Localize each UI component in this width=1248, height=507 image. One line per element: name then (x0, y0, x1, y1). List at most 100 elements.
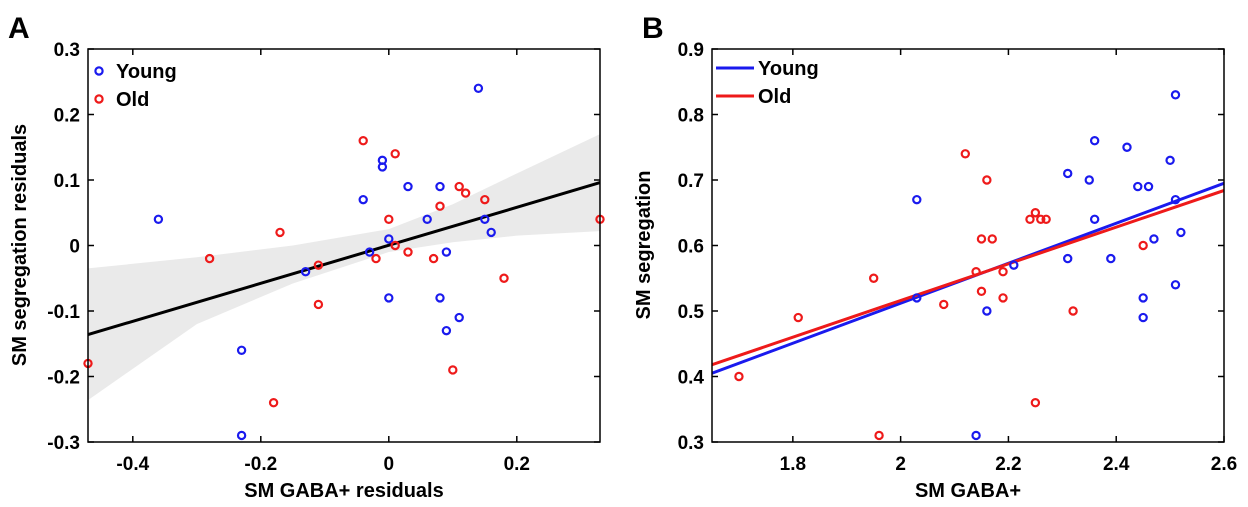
panel-a-x-tick-label: -0.4 (116, 454, 149, 475)
panel-b: B 1.8 2 2.2 2.4 2.6 0.3 0.4 0.5 0.6 0.7 0.8 0.9 SM… (633, 12, 1237, 502)
panel-b-legend: Young Old (716, 58, 819, 108)
panel-b-point-old (998, 267, 1008, 277)
panel-b-legend-old-label: Old (758, 86, 791, 108)
panel-a-x-tick-label: 0 (384, 454, 395, 475)
panel-b-point-old (793, 312, 803, 323)
panel-a-x-tick-label: 0.2 (504, 454, 530, 475)
panel-b-point-young (1089, 135, 1100, 146)
panel-a-point-young (300, 267, 311, 277)
panel-b-point-young (912, 194, 922, 205)
panel-a-y-tick-label: 0 (69, 237, 80, 258)
panel-b-point-old (1041, 214, 1051, 224)
panel-b-fit-line-old (712, 189, 1224, 367)
panel-b-point-old (1030, 208, 1041, 218)
panel-a-point-old (275, 227, 285, 238)
panel-b-point-old (987, 234, 997, 244)
panel-a-point-old (268, 398, 279, 408)
panel-b-point-old (971, 267, 981, 277)
panel-b-point-old (734, 371, 744, 382)
panel-b-y-tick-label: 0.5 (678, 302, 705, 323)
panel-b-point-young (1133, 181, 1143, 192)
panel-b-point-old (982, 175, 992, 185)
panel-a-point-old (313, 260, 324, 270)
panel-a: A -0.4 -0.2 0 0.2 -0.3 -0.2 -0.1 0 0.1 0.2 0.3 SM… (8, 12, 605, 502)
panel-a-x-axis-label: SM GABA+ residuals (244, 480, 444, 502)
panel-b-x-tick-label: 2.6 (1211, 454, 1237, 475)
panel-b-point-young (1143, 181, 1154, 192)
panel-b-x-tick-label: 1.8 (780, 454, 806, 475)
panel-b-x-tick-label: 2.4 (1103, 454, 1130, 475)
panel-a-point-young (486, 227, 496, 238)
panel-a-point-young (403, 181, 413, 192)
panel-b-x-tick-label: 2 (895, 454, 906, 475)
panel-b-y-tick-label: 0.8 (678, 106, 704, 127)
panel-a-y-tick-label: 0.2 (54, 106, 80, 127)
panel-a-point-young (435, 293, 445, 303)
panel-a-point-young (377, 162, 388, 172)
panel-b-point-young (1149, 234, 1159, 244)
panel-b-point-young (912, 293, 922, 303)
panel-b-y-tick-label: 0.9 (678, 40, 704, 61)
panel-a-y-tick-label: -0.3 (47, 433, 80, 454)
panel-b-point-old (874, 430, 884, 441)
panel-a-point-young (384, 293, 394, 303)
panel-b-y-tick-label: 0.4 (678, 368, 705, 389)
panel-a-letter: A (8, 12, 30, 45)
panel-b-point-young (1165, 155, 1175, 166)
panel-a-legend-old-marker (94, 94, 104, 104)
panel-b-x-ticks: 1.8 2 2.2 2.4 2.6 (780, 49, 1237, 475)
panel-a-legend-young-marker (94, 66, 104, 76)
panel-b-point-young (1063, 253, 1073, 264)
panel-b-point-young (1170, 280, 1181, 290)
panel-a-legend-young-label: Young (116, 61, 177, 83)
panel-a-legend: Young Old (94, 61, 177, 111)
panel-a-point-young (441, 325, 452, 336)
panel-a-point-young (441, 247, 452, 257)
panel-a-x-ticks: -0.4 -0.2 0 0.2 (116, 49, 530, 475)
panel-b-point-young (1122, 142, 1132, 152)
panel-b-letter: B (642, 12, 664, 45)
panel-b-point-young (1176, 227, 1186, 238)
panel-b-point-young (1089, 214, 1100, 224)
panel-b-point-young (1106, 253, 1116, 264)
panel-b-point-young (1084, 175, 1094, 185)
panel-a-point-young (364, 247, 375, 257)
panel-b-y-ticks: 0.3 0.4 0.5 0.6 0.7 0.8 0.9 (678, 40, 1224, 454)
panel-a-point-young (473, 83, 484, 94)
panel-a-y-tick-label: -0.2 (47, 368, 80, 389)
panel-b-y-tick-label: 0.6 (678, 237, 704, 258)
panel-a-point-old (390, 240, 400, 251)
panel-a-point-old (403, 247, 413, 257)
panel-b-point-old (1036, 214, 1046, 224)
panel-a-point-old (390, 149, 400, 159)
panel-b-point-young (982, 306, 992, 316)
panel-a-point-old (454, 181, 464, 192)
panel-a-point-young (480, 214, 490, 224)
panel-b-point-young (1063, 168, 1073, 179)
panel-a-point-young (236, 345, 247, 355)
panel-a-y-axis-label: SM segregation residuals (9, 124, 31, 366)
panel-a-point-old (204, 253, 215, 264)
panel-a-y-tick-label: 0.3 (54, 40, 80, 61)
panel-a-point-old (371, 253, 381, 264)
panel-b-point-old (976, 234, 987, 244)
panel-a-legend-old-label: Old (116, 89, 149, 111)
panel-b-y-tick-label: 0.7 (678, 171, 704, 192)
panel-b-point-young (1170, 194, 1181, 205)
panel-a-point-young (454, 312, 464, 323)
panel-a-point-old (428, 253, 439, 264)
panel-b-point-old (939, 299, 949, 310)
panel-a-point-young (358, 194, 368, 205)
panel-a-point-young (384, 234, 394, 244)
panel-b-point-young (1138, 293, 1148, 303)
panel-b-point-young (1138, 312, 1148, 323)
panel-b-points (734, 90, 1186, 441)
panel-b-point-old (960, 149, 971, 159)
panel-b-point-old (1025, 214, 1035, 224)
panel-a-y-tick-label: 0.1 (54, 171, 81, 192)
panel-b-point-old (1138, 240, 1148, 251)
panel-a-point-old (358, 135, 368, 146)
panel-a-confidence-band (88, 134, 600, 401)
panel-a-point-old (460, 188, 471, 198)
panel-b-point-old (976, 286, 987, 297)
